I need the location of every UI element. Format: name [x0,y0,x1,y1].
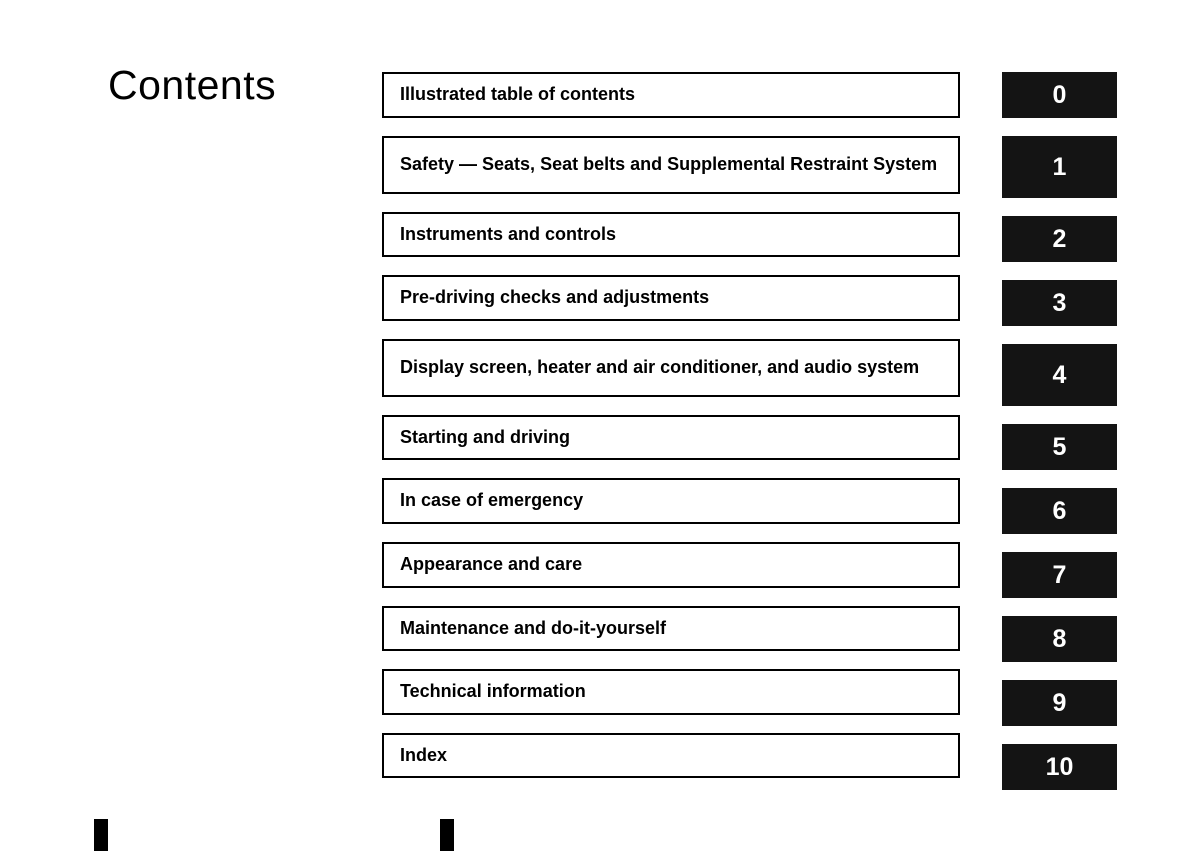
chapter-tab[interactable]: 2 [1002,216,1117,262]
chapter-number: 5 [1053,433,1067,462]
chapter-tab[interactable]: 5 [1002,424,1117,470]
chapter-title-box: Pre-driving checks and adjustments [382,275,960,321]
chapter-number: 6 [1053,497,1067,526]
chapter-number: 10 [1046,753,1074,782]
chapter-number: 2 [1053,225,1067,254]
toc-row[interactable]: Maintenance and do-it-yourself [382,606,960,652]
chapter-title-box: Display screen, heater and air condition… [382,339,960,397]
chapter-tab[interactable]: 6 [1002,488,1117,534]
chapter-title: Index [400,745,447,767]
chapter-tab[interactable]: 0 [1002,72,1117,118]
chapter-title: In case of emergency [400,490,583,512]
chapter-title: Maintenance and do-it-yourself [400,618,666,640]
crop-mark-icon [94,819,108,851]
chapter-title-box: Starting and driving [382,415,960,461]
toc-row[interactable]: Starting and driving [382,415,960,461]
chapter-number: 0 [1053,81,1067,110]
chapter-title-box: Appearance and care [382,542,960,588]
toc-row[interactable]: Appearance and care [382,542,960,588]
chapter-number: 3 [1053,289,1067,318]
chapter-number: 8 [1053,625,1067,654]
chapter-tab[interactable]: 3 [1002,280,1117,326]
chapter-title-box: Maintenance and do-it-yourself [382,606,960,652]
chapter-title-box: Safety — Seats, Seat belts and Supplemen… [382,136,960,194]
chapter-tab[interactable]: 10 [1002,744,1117,790]
chapter-number: 7 [1053,561,1067,590]
chapter-tab[interactable]: 4 [1002,344,1117,406]
toc-row[interactable]: Pre-driving checks and adjustments [382,275,960,321]
toc-list: Illustrated table of contents Safety — S… [382,72,960,796]
chapter-tab[interactable]: 9 [1002,680,1117,726]
chapter-title: Pre-driving checks and adjustments [400,287,709,309]
chapter-title: Display screen, heater and air condition… [400,357,919,379]
toc-row[interactable]: Index [382,733,960,779]
toc-row[interactable]: In case of emergency [382,478,960,524]
chapter-title: Appearance and care [400,554,582,576]
page-title: Contents [108,62,276,109]
toc-row[interactable]: Safety — Seats, Seat belts and Supplemen… [382,136,960,194]
chapter-title-box: Illustrated table of contents [382,72,960,118]
toc-row[interactable]: Technical information [382,669,960,715]
chapter-title-box: Instruments and controls [382,212,960,258]
chapter-tab[interactable]: 1 [1002,136,1117,198]
chapter-tab[interactable]: 8 [1002,616,1117,662]
crop-mark-icon [440,819,454,851]
chapter-number: 9 [1053,689,1067,718]
chapter-title: Illustrated table of contents [400,84,635,106]
chapter-title-box: Technical information [382,669,960,715]
chapter-title: Instruments and controls [400,224,616,246]
toc-row[interactable]: Illustrated table of contents [382,72,960,118]
toc-row[interactable]: Instruments and controls [382,212,960,258]
chapter-title: Starting and driving [400,427,570,449]
chapter-tab[interactable]: 7 [1002,552,1117,598]
chapter-number: 4 [1053,361,1067,390]
chapter-title-box: In case of emergency [382,478,960,524]
chapter-title: Technical information [400,681,586,703]
chapter-number: 1 [1053,153,1067,182]
crop-marks [0,819,1200,851]
chapter-title: Safety — Seats, Seat belts and Supplemen… [400,154,937,176]
tab-column: 0 1 2 3 4 5 6 7 8 9 10 [1002,72,1117,808]
toc-row[interactable]: Display screen, heater and air condition… [382,339,960,397]
chapter-title-box: Index [382,733,960,779]
